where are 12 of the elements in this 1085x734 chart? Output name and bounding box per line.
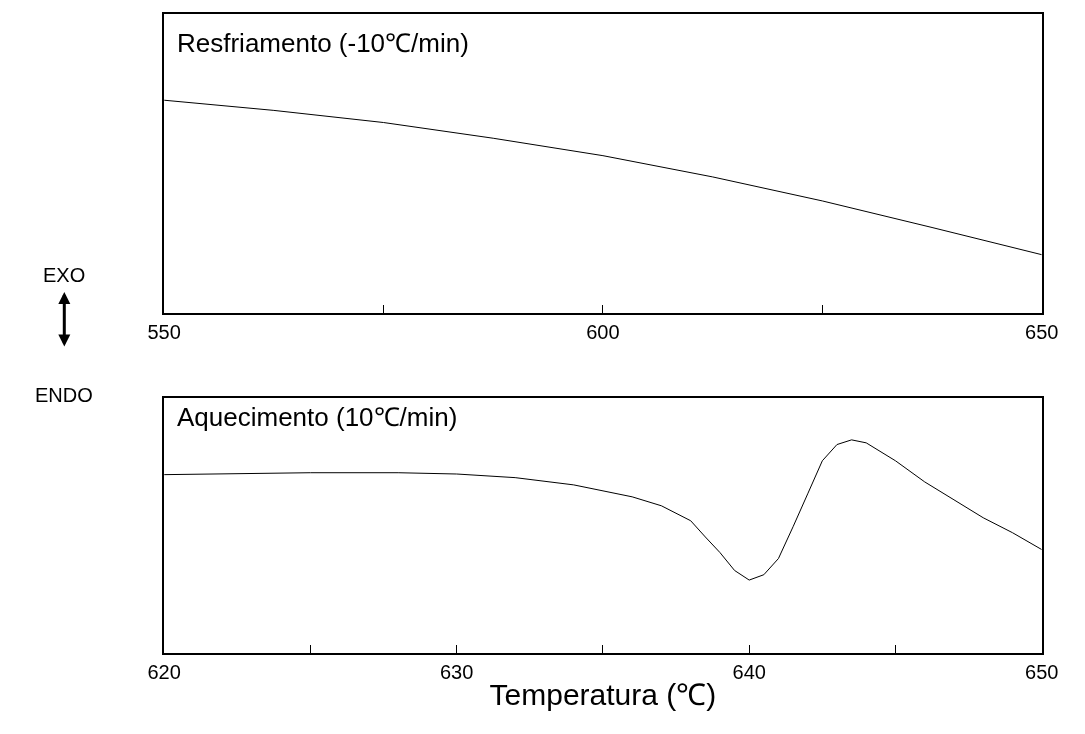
x-tick-label: 630 <box>439 661 474 684</box>
x-axis-title: Temperatura (℃) <box>489 678 717 712</box>
x-tick-label: 600 <box>586 320 620 343</box>
x-tick-label: 620 <box>147 661 181 684</box>
text: ENDO <box>35 384 93 406</box>
text: Aquecimento (10℃/min) <box>177 402 458 432</box>
text: EXO <box>43 264 86 286</box>
x-tick-label: 650 <box>1025 320 1059 343</box>
text: Resfriamento (-10℃/min) <box>177 28 469 58</box>
x-tick-label: 640 <box>732 661 766 684</box>
x-tick-label: 650 <box>1025 661 1059 684</box>
x-tick-label: 550 <box>147 320 181 343</box>
